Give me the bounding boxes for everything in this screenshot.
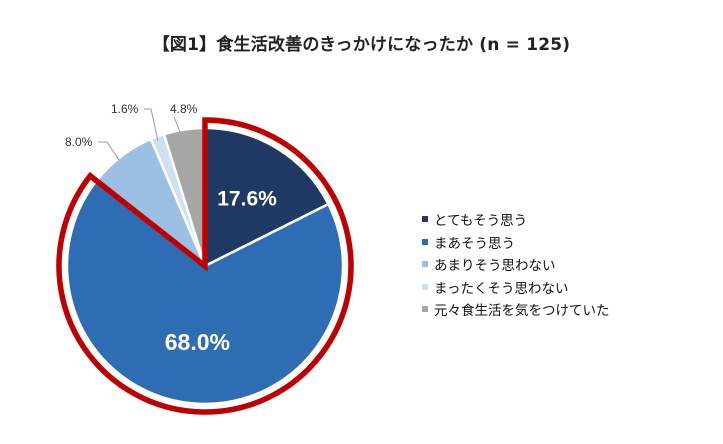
legend-swatch-3 <box>422 261 428 268</box>
legend-swatch-1 <box>422 216 428 223</box>
legend-item-4: まったくそう思わない <box>422 276 610 299</box>
data-label-3: 8.0% <box>65 135 93 149</box>
highlight-outline <box>56 117 354 415</box>
legend-item-2: まあそう思う <box>422 231 610 254</box>
legend-swatch-2 <box>422 238 428 245</box>
legend: とてもそう思う まあそう思うあまりそう思わない まったくそう思わない元々食生活を気を… <box>422 208 610 321</box>
data-label-2: 68.0% <box>165 329 230 355</box>
legend-item-3: あまりそう思わない <box>422 253 610 276</box>
legend-label-5: 元々食生活を気をつけていた <box>434 303 610 320</box>
legend-label-4: まったくそう思わない <box>434 280 569 297</box>
legend-label-1: とてもそう思う <box>434 213 528 230</box>
leader-line-5 <box>173 116 181 133</box>
pie-slice-2 <box>65 178 345 406</box>
legend-label-3: あまりそう思わない <box>434 258 556 275</box>
legend-swatch-4 <box>422 283 428 290</box>
chart-title: 【図1】食生活改善のきっかけになったか (n = 125) <box>152 35 571 55</box>
legend-item-1: とてもそう思う <box>422 208 610 231</box>
legend-label-2: まあそう思う <box>434 235 515 252</box>
data-label-1: 17.6% <box>217 187 277 210</box>
data-label-5: 4.8% <box>170 102 198 116</box>
legend-item-5: 元々食生活を気をつけていた <box>422 298 610 321</box>
legend-swatch-5 <box>422 306 428 313</box>
pie-slice-1 <box>203 126 331 269</box>
leader-line-4 <box>144 108 159 142</box>
leader-line-3 <box>98 141 120 161</box>
data-label-4: 1.6% <box>111 102 139 116</box>
